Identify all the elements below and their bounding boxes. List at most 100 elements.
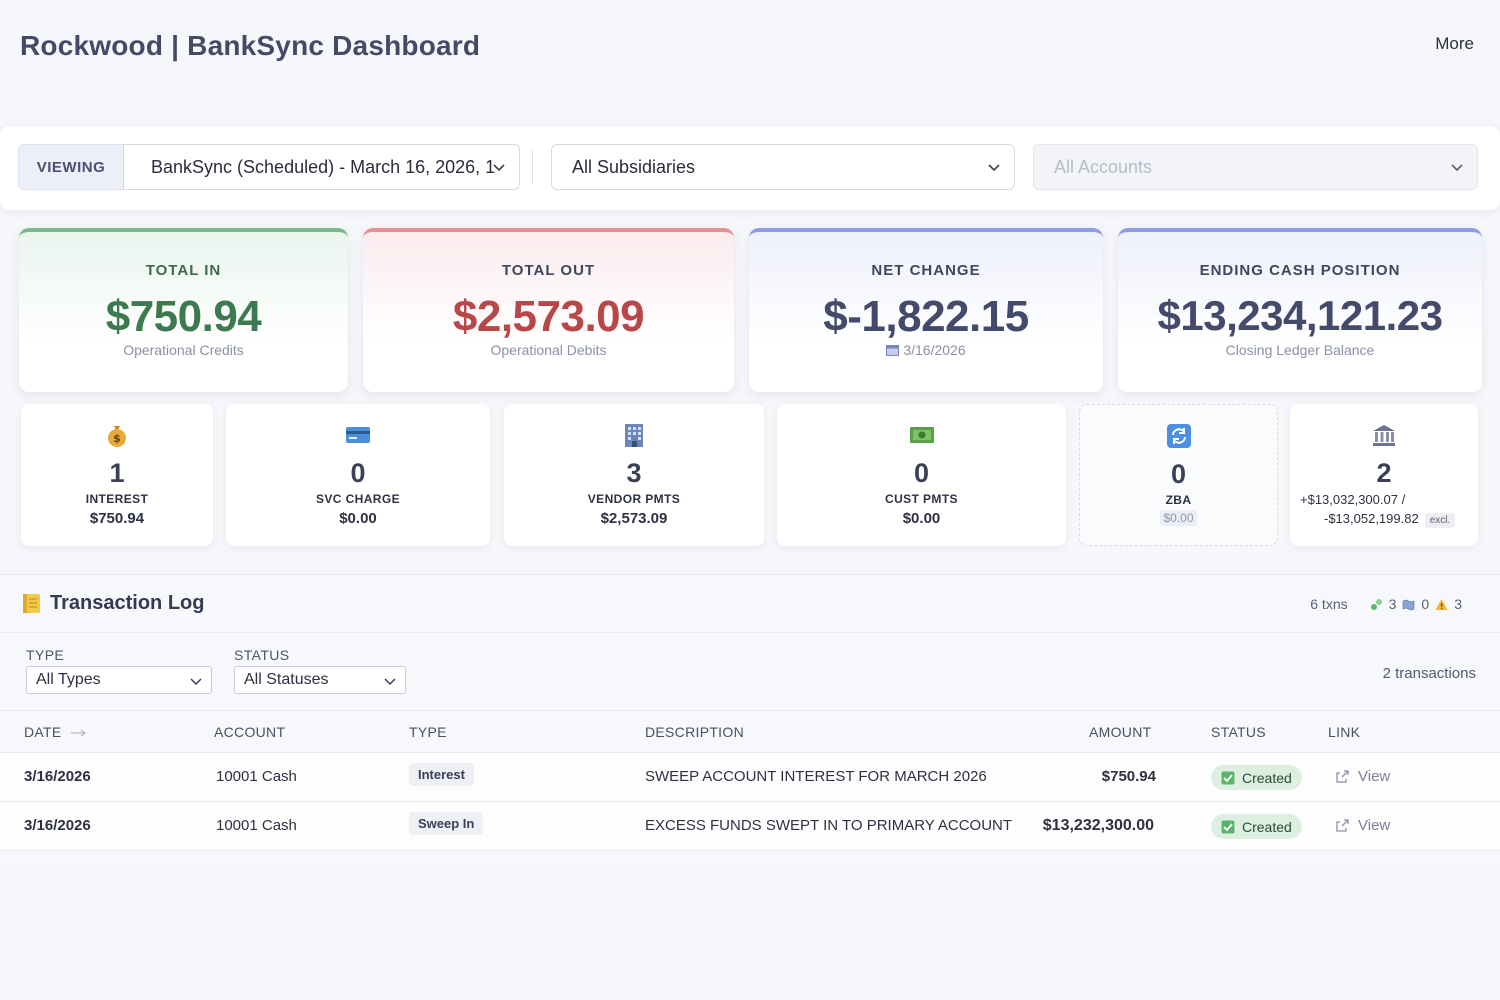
transaction-log-header: Transaction Log 6 txns 3 0 3 (0, 575, 1500, 633)
column-header-link: LINK (1328, 724, 1361, 740)
txn-total: 6 txns (1310, 596, 1348, 612)
subsidiary-select[interactable]: All Subsidiaries (551, 144, 1015, 190)
stat-count: 2 (1376, 458, 1392, 488)
chevron-down-icon (190, 678, 202, 686)
kpi-subtitle: Operational Credits (123, 342, 244, 358)
status-badge: Created (1211, 765, 1302, 790)
page-header: Rockwood | BankSync Dashboard More (0, 0, 1500, 95)
row-type: Interest (409, 763, 474, 786)
row-date: 3/16/2026 (24, 817, 91, 834)
stat-card-svc-charge[interactable]: 0 SVC CHARGE $0.00 (226, 404, 490, 546)
viewing-label: VIEWING (18, 144, 124, 190)
kpi-net-change: NET CHANGE $-1,822.15 3/16/2026 (749, 228, 1103, 392)
stat-count: 0 (350, 458, 366, 488)
stat-card-vendor-pmts[interactable]: 3 VENDOR PMTS $2,573.09 (504, 404, 764, 546)
kpi-ending-cash: ENDING CASH POSITION $13,234,121.23 Clos… (1118, 228, 1482, 392)
kpi-value: $2,573.09 (452, 292, 645, 341)
row-account: 10001 Cash (216, 817, 297, 834)
transaction-log: Transaction Log 6 txns 3 0 3 TYPE All Ty… (0, 574, 1500, 864)
stat-amount: $2,573.09 (600, 510, 668, 527)
office-building-icon (625, 424, 643, 447)
link-icon (1370, 598, 1382, 610)
stat-amount: $0.00 (1080, 510, 1277, 526)
stat-amount: $0.00 (902, 510, 941, 527)
checkbox-checked-icon (1221, 820, 1235, 833)
warning-count: 3 (1454, 596, 1462, 612)
status-badge: Created (1211, 814, 1302, 839)
kpi-total-out: TOTAL OUT $2,573.09 Operational Debits (363, 228, 734, 392)
ledger-icon (23, 594, 40, 613)
accounts-select[interactable]: All Accounts (1033, 144, 1478, 190)
cash-icon (909, 427, 934, 443)
table-row[interactable]: 3/16/2026 10001 Cash Sweep In EXCESS FUN… (0, 802, 1500, 851)
kpi-subtitle: Closing Ledger Balance (1225, 342, 1375, 358)
column-header-type: TYPE (409, 724, 447, 740)
more-menu-link[interactable]: More (1435, 34, 1474, 53)
stat-count: 0 (913, 458, 930, 488)
type-filter-value: All Types (36, 671, 101, 688)
net-change-date: 3/16/2026 (903, 342, 966, 358)
filter-bar: VIEWING BankSync (Scheduled) - March 16,… (0, 126, 1500, 210)
table-row[interactable]: 3/16/2026 10001 Cash Interest SWEEP ACCO… (0, 753, 1500, 802)
divider (532, 150, 533, 184)
table-header: DATE ACCOUNT TYPE DESCRIPTION AMOUNT STA… (0, 711, 1500, 753)
excluded-badge: excl. (1424, 513, 1456, 528)
stat-amount: $0.00 (339, 510, 377, 527)
kpi-subtitle: Operational Debits (490, 342, 607, 358)
stat-card-interest[interactable]: $ 1 INTEREST $750.94 (21, 404, 213, 546)
stat-count: 0 (1170, 459, 1187, 489)
column-header-date[interactable]: DATE (24, 724, 87, 740)
column-header-description: DESCRIPTION (645, 724, 744, 740)
map-icon (1403, 599, 1415, 610)
credit-card-icon (346, 427, 370, 443)
matched-count: 3 (1388, 596, 1397, 612)
warning-icon (1435, 598, 1448, 610)
type-chip: Interest (409, 763, 474, 786)
status-filter-value: All Statuses (244, 671, 329, 688)
subsidiary-value: All Subsidiaries (572, 156, 696, 177)
kpi-total-in: TOTAL IN $750.94 Operational Credits (19, 228, 348, 392)
row-description: SWEEP ACCOUNT INTEREST FOR MARCH 2026 (645, 768, 987, 785)
view-link-label: View (1358, 768, 1391, 785)
transaction-log-title: Transaction Log (50, 592, 205, 614)
stat-label: VENDOR PMTS (587, 492, 681, 506)
external-credits: +$13,032,300.07 / (1300, 492, 1406, 507)
stat-label: ZBA (1165, 493, 1192, 507)
unmatched-count: 0 (1421, 596, 1430, 612)
row-account: 10001 Cash (216, 768, 297, 785)
sync-run-select[interactable]: BankSync (Scheduled) - March 16, 2026, 1 (123, 144, 520, 190)
type-chip: Sweep In (409, 812, 484, 835)
kpi-title: ENDING CASH POSITION (1199, 262, 1401, 279)
calendar-icon (886, 345, 900, 356)
svg-text:$: $ (113, 432, 121, 445)
kpi-title: TOTAL IN (145, 262, 222, 279)
sort-icon (70, 729, 86, 737)
sync-run-value: BankSync (Scheduled) - March 16, 2026, 1 (151, 156, 496, 177)
row-date: 3/16/2026 (24, 768, 91, 785)
view-link[interactable]: View (1334, 817, 1390, 834)
bank-icon (1373, 425, 1395, 446)
row-description: EXCESS FUNDS SWEPT IN TO PRIMARY ACCOUNT (645, 817, 1013, 834)
kpi-title: NET CHANGE (871, 262, 981, 279)
stat-card-zba[interactable]: 0 ZBA $0.00 (1079, 404, 1278, 546)
row-amount: $750.94 (1101, 768, 1156, 785)
transaction-log-stats: 6 txns 3 0 3 (1310, 596, 1462, 612)
accounts-placeholder: All Accounts (1054, 156, 1153, 177)
column-header-account: ACCOUNT (214, 724, 286, 740)
external-link-icon (1336, 818, 1349, 832)
view-link[interactable]: View (1334, 768, 1390, 785)
filtered-count: 2 transactions (1382, 665, 1476, 682)
stat-card-cust-pmts[interactable]: 0 CUST PMTS $0.00 (777, 404, 1066, 546)
checkbox-checked-icon (1221, 771, 1235, 784)
stat-card-external[interactable]: 2 +$13,032,300.07 / -$13,052,199.82 excl. (1290, 404, 1478, 546)
column-date-label: DATE (24, 724, 62, 740)
chevron-down-icon (493, 164, 505, 172)
status-filter-select[interactable]: All Statuses (234, 666, 406, 694)
status-label: Created (1242, 769, 1292, 786)
kpi-value: $-1,822.15 (823, 292, 1029, 341)
column-header-amount: AMOUNT (1089, 724, 1152, 740)
chevron-down-icon (1451, 164, 1463, 172)
type-filter-select[interactable]: All Types (26, 666, 212, 694)
stat-count: 3 (626, 458, 642, 488)
kpi-subtitle: 3/16/2026 (749, 342, 1103, 358)
